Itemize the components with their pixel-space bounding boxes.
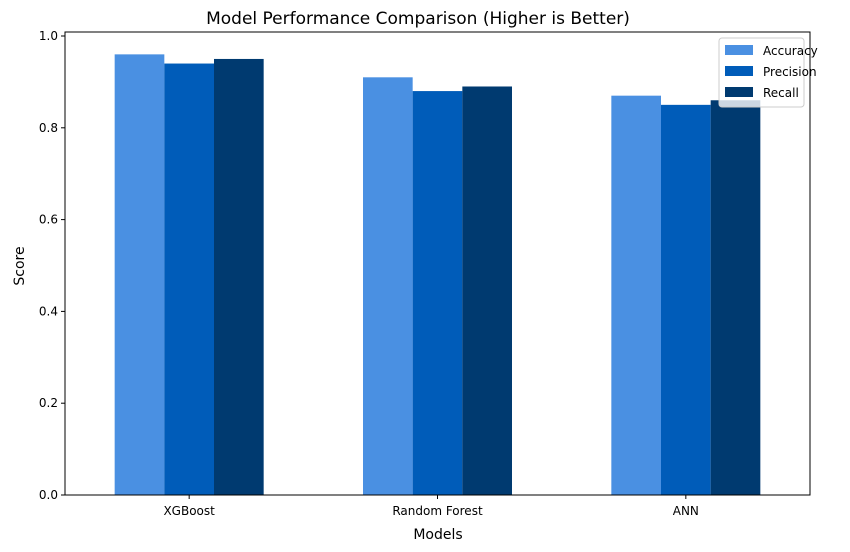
y-axis: 0.0 0.2 0.4 0.6 0.8 1.0 bbox=[39, 29, 65, 502]
bar-precision-ann bbox=[661, 104, 711, 495]
legend-label-recall: Recall bbox=[763, 86, 799, 100]
chart-title: Model Performance Comparison (Higher is … bbox=[206, 9, 630, 29]
y-tick-label: 0.4 bbox=[39, 304, 58, 318]
bar-precision-random-forest bbox=[412, 91, 463, 495]
bar-accuracy-xgboost bbox=[114, 54, 165, 496]
legend: Accuracy Precision Recall bbox=[718, 37, 818, 108]
y-tick-label: 0.0 bbox=[39, 488, 58, 502]
y-axis-label: Score bbox=[12, 246, 28, 285]
bar-recall-xgboost bbox=[214, 58, 264, 495]
plot-area bbox=[64, 31, 811, 496]
x-axis-label: Models bbox=[413, 527, 462, 543]
x-tick-label: XGBoost bbox=[163, 504, 215, 518]
y-tick-label: 0.2 bbox=[39, 396, 58, 410]
legend-swatch-accuracy bbox=[725, 45, 753, 55]
bar-accuracy-ann bbox=[611, 95, 661, 496]
bar-accuracy-random-forest bbox=[363, 77, 413, 495]
x-tick-label: ANN bbox=[673, 504, 699, 518]
bar-recall-ann bbox=[710, 100, 761, 495]
x-tick-label: Random Forest bbox=[392, 504, 483, 518]
legend-label-precision: Precision bbox=[763, 65, 817, 79]
y-tick-label: 0.8 bbox=[39, 121, 58, 135]
x-axis: XGBoost Random Forest ANN bbox=[163, 495, 699, 518]
legend-swatch-precision bbox=[725, 66, 753, 76]
legend-swatch-recall bbox=[725, 87, 753, 97]
legend-label-accuracy: Accuracy bbox=[763, 44, 818, 58]
bar-recall-random-forest bbox=[462, 86, 512, 496]
y-tick-label: 0.6 bbox=[39, 213, 58, 227]
bar-precision-xgboost bbox=[164, 63, 214, 495]
y-tick-label: 1.0 bbox=[39, 29, 58, 43]
